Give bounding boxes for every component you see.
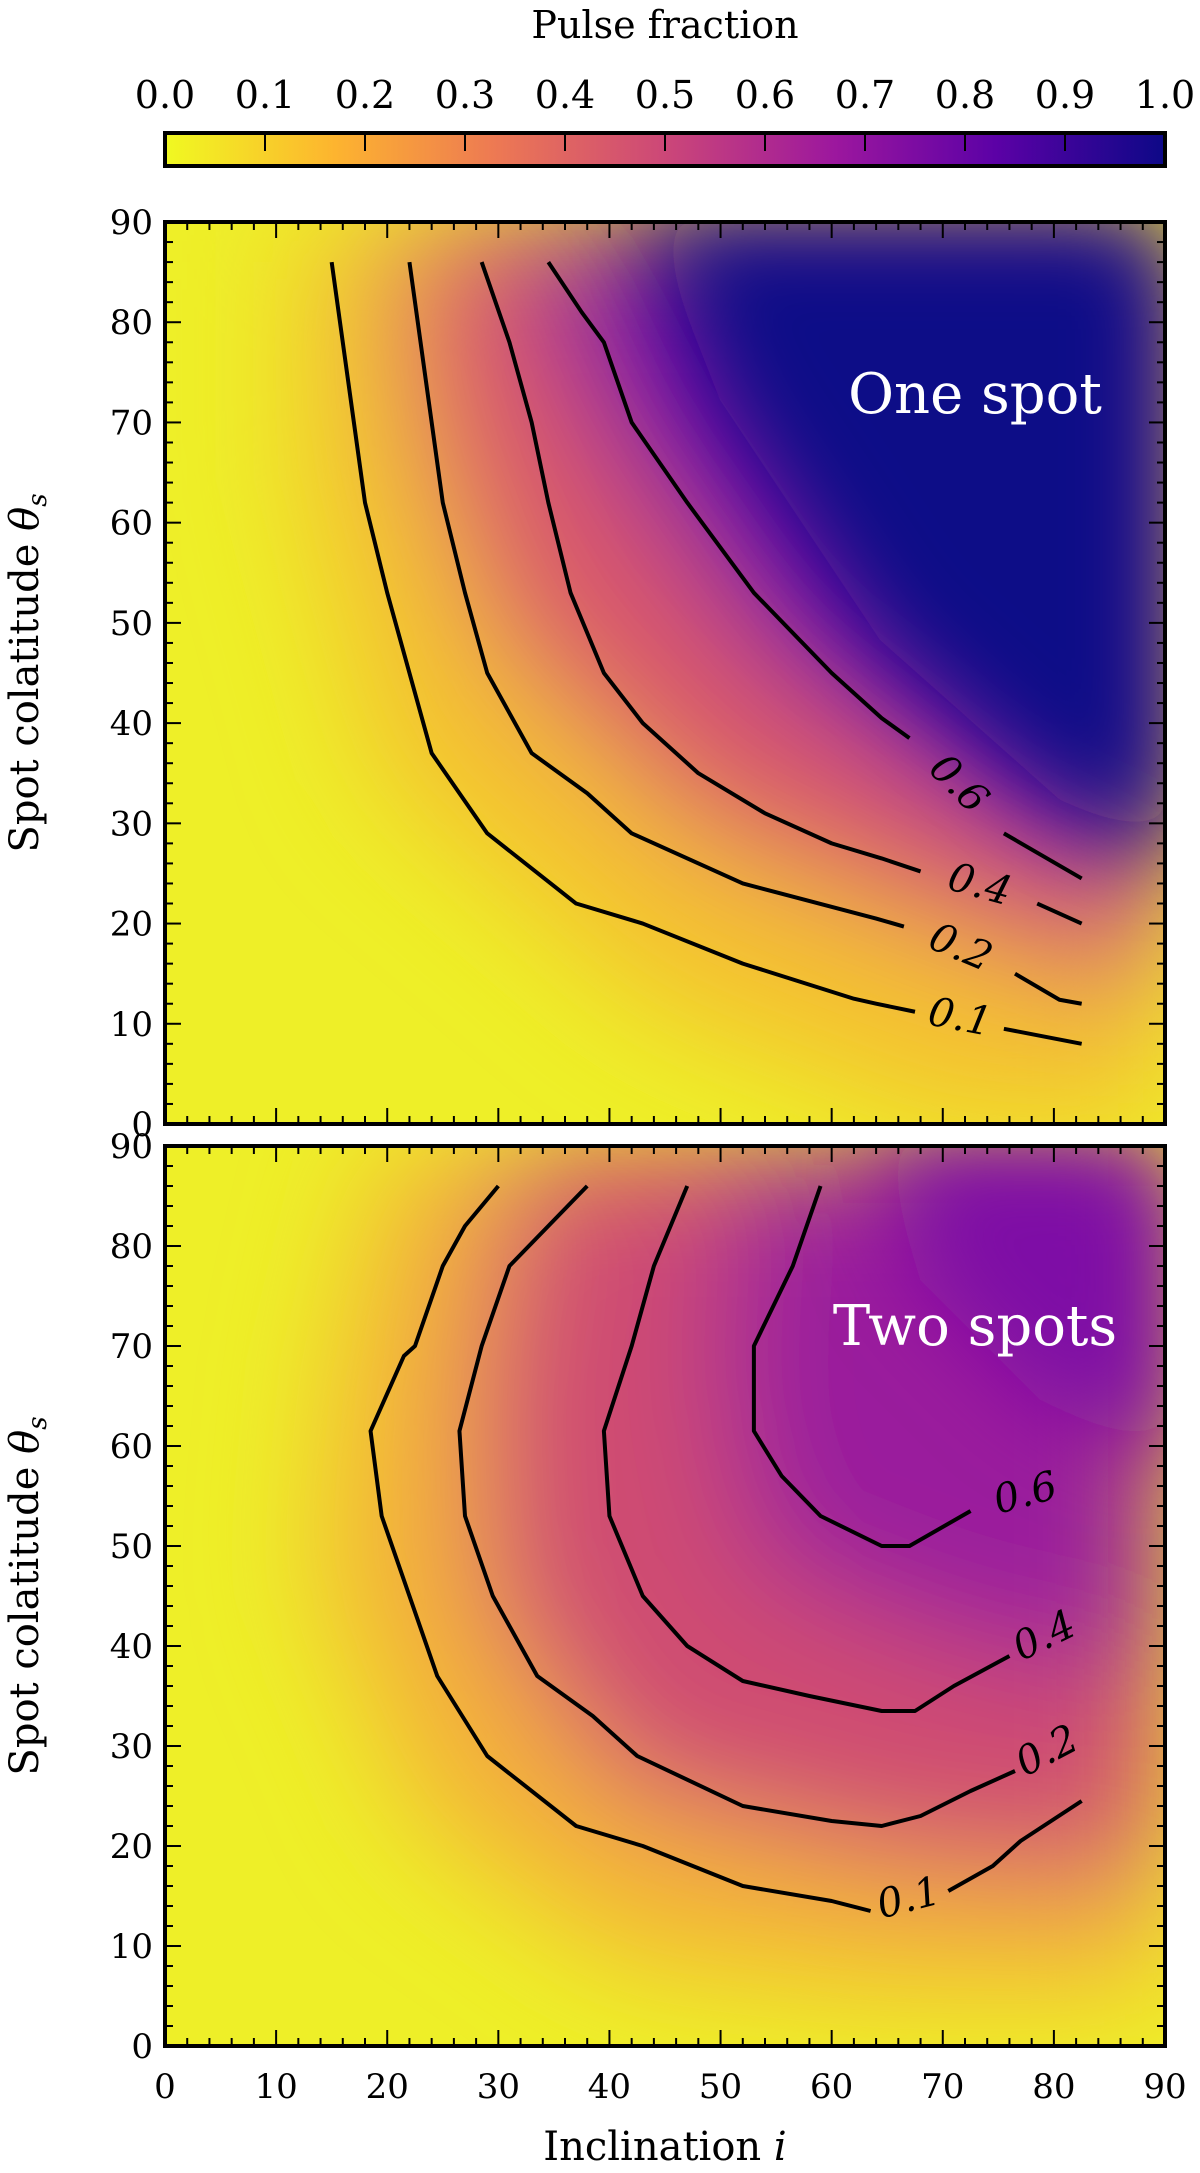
one-spot-y-tick-label: 10	[110, 1005, 153, 1045]
colorbar-tick-label: 0.4	[535, 73, 595, 117]
two-spots-frame	[163, 1144, 1167, 2048]
two-spots-y-tick-label: 10	[110, 1927, 153, 1967]
one-spot-y-tick-label: 70	[110, 403, 153, 443]
contour-line-0.1	[1003, 1026, 1083, 1046]
two-spots-y-tick-label: 0	[131, 2027, 153, 2067]
two-spots-panel: 0.10.20.40.6 Two spots 01020304050607080…	[2, 1127, 1167, 2067]
contour-line-0.1	[329, 261, 916, 1014]
x-tick-label: 70	[921, 2067, 964, 2107]
contour-line-0.4	[601, 1185, 1011, 1713]
contour-line-0.6	[546, 260, 911, 740]
one-spot-y-tick-label: 50	[110, 604, 153, 644]
one-spot-frame	[163, 220, 1167, 1126]
one-spot-y-axis-label: Spot colatitude θs	[2, 493, 53, 852]
colorbar-tick-label: 1.0	[1135, 73, 1195, 117]
two-spots-y-tick-label: 30	[110, 1727, 153, 1767]
two-spots-y-tick-label: 90	[110, 1127, 153, 1167]
x-tick-label: 90	[1143, 2067, 1186, 2107]
two-spots-y-tick-label: 20	[110, 1827, 153, 1867]
x-tick-label: 30	[477, 2067, 520, 2107]
x-tick-label: 0	[154, 2067, 176, 2107]
one-spot-y-tick-label: 30	[110, 804, 153, 844]
contour-line-0.6	[1002, 831, 1083, 881]
colorbar-tick-label: 0.1	[235, 73, 295, 117]
one-spot-y-tick-labels: 0 10 20 30 40 50 60 70 80 90	[110, 203, 153, 1145]
colorbar-tick-label: 0.8	[935, 73, 995, 117]
two-spots-y-axis-label: Spot colatitude θs	[2, 1416, 53, 1775]
colorbar-tick-label: 0.0	[135, 73, 195, 117]
contour-line-0.2	[457, 1184, 1016, 1828]
x-axis: 0 10 20 30 40 50 60 70 80 90 Inclination i	[154, 2067, 1186, 2170]
contour-line-0.6	[751, 1185, 972, 1548]
x-axis-label: Inclination i	[543, 2124, 786, 2170]
one-spot-y-tick-label: 0	[131, 1105, 153, 1145]
x-tick-label: 20	[366, 2067, 409, 2107]
two-spots-title: Two spots	[833, 1294, 1117, 1359]
colorbar-tick-label: 0.5	[635, 73, 695, 117]
colorbar-frame	[163, 131, 1167, 168]
one-spot-y-tick-label: 20	[110, 905, 153, 945]
colorbar-tick-marks	[264, 133, 1066, 151]
colorbar-tick-label: 0.9	[1035, 73, 1095, 117]
contour-line-0.4	[479, 261, 922, 874]
contour-line-0.2	[407, 261, 905, 929]
x-tick-label: 40	[588, 2067, 631, 2107]
one-spot-y-tick-label: 80	[110, 303, 153, 343]
contour-line-0.1	[368, 1184, 872, 1913]
contour-line-0.4	[1036, 901, 1083, 926]
one-spot-y-tick-label: 90	[110, 203, 153, 243]
one-spot-heatmap	[165, 222, 1165, 1124]
colorbar-tick-label: 0.3	[435, 73, 495, 117]
colorbar-tick-label: 0.7	[835, 73, 895, 117]
one-spot-y-tick-label: 60	[110, 504, 153, 544]
contour-line-0.1	[947, 1799, 1083, 1893]
contour-line-0.2	[1013, 971, 1083, 1006]
two-spots-y-tick-label: 80	[110, 1227, 153, 1267]
two-spots-y-tick-label: 70	[110, 1327, 153, 1367]
x-tick-label: 80	[1032, 2067, 1075, 2107]
colorbar-tick-label: 0.6	[735, 73, 795, 117]
two-spots-heatmap	[165, 1146, 1165, 2046]
two-spots-y-tick-labels: 0 10 20 30 40 50 60 70 80 90	[110, 1127, 153, 2067]
colorbar-label: Pulse fraction	[531, 3, 798, 47]
one-spot-panel: 0.10.20.40.6 One spot 010203040506070809…	[2, 203, 1167, 1145]
x-tick-label: 60	[810, 2067, 853, 2107]
one-spot-y-tick-label: 40	[110, 704, 153, 744]
x-tick-label: 10	[254, 2067, 297, 2107]
colorbar-tick-labels: 0.0 0.1 0.2 0.3 0.4 0.5 0.6 0.7 0.8 0.9 1.0	[135, 73, 1195, 117]
one-spot-title: One spot	[848, 362, 1102, 427]
two-spots-y-tick-label: 40	[110, 1627, 153, 1667]
x-tick-label: 50	[699, 2067, 742, 2107]
two-spots-y-tick-label: 60	[110, 1427, 153, 1467]
two-spots-y-tick-label: 50	[110, 1527, 153, 1567]
colorbar-tick-label: 0.2	[335, 73, 395, 117]
x-tick-labels: 0 10 20 30 40 50 60 70 80 90	[154, 2067, 1186, 2107]
colorbar: Pulse fraction 0.0 0.1 0.2 0.3 0.4 0.5 0.6 0.7 0…	[135, 3, 1195, 168]
